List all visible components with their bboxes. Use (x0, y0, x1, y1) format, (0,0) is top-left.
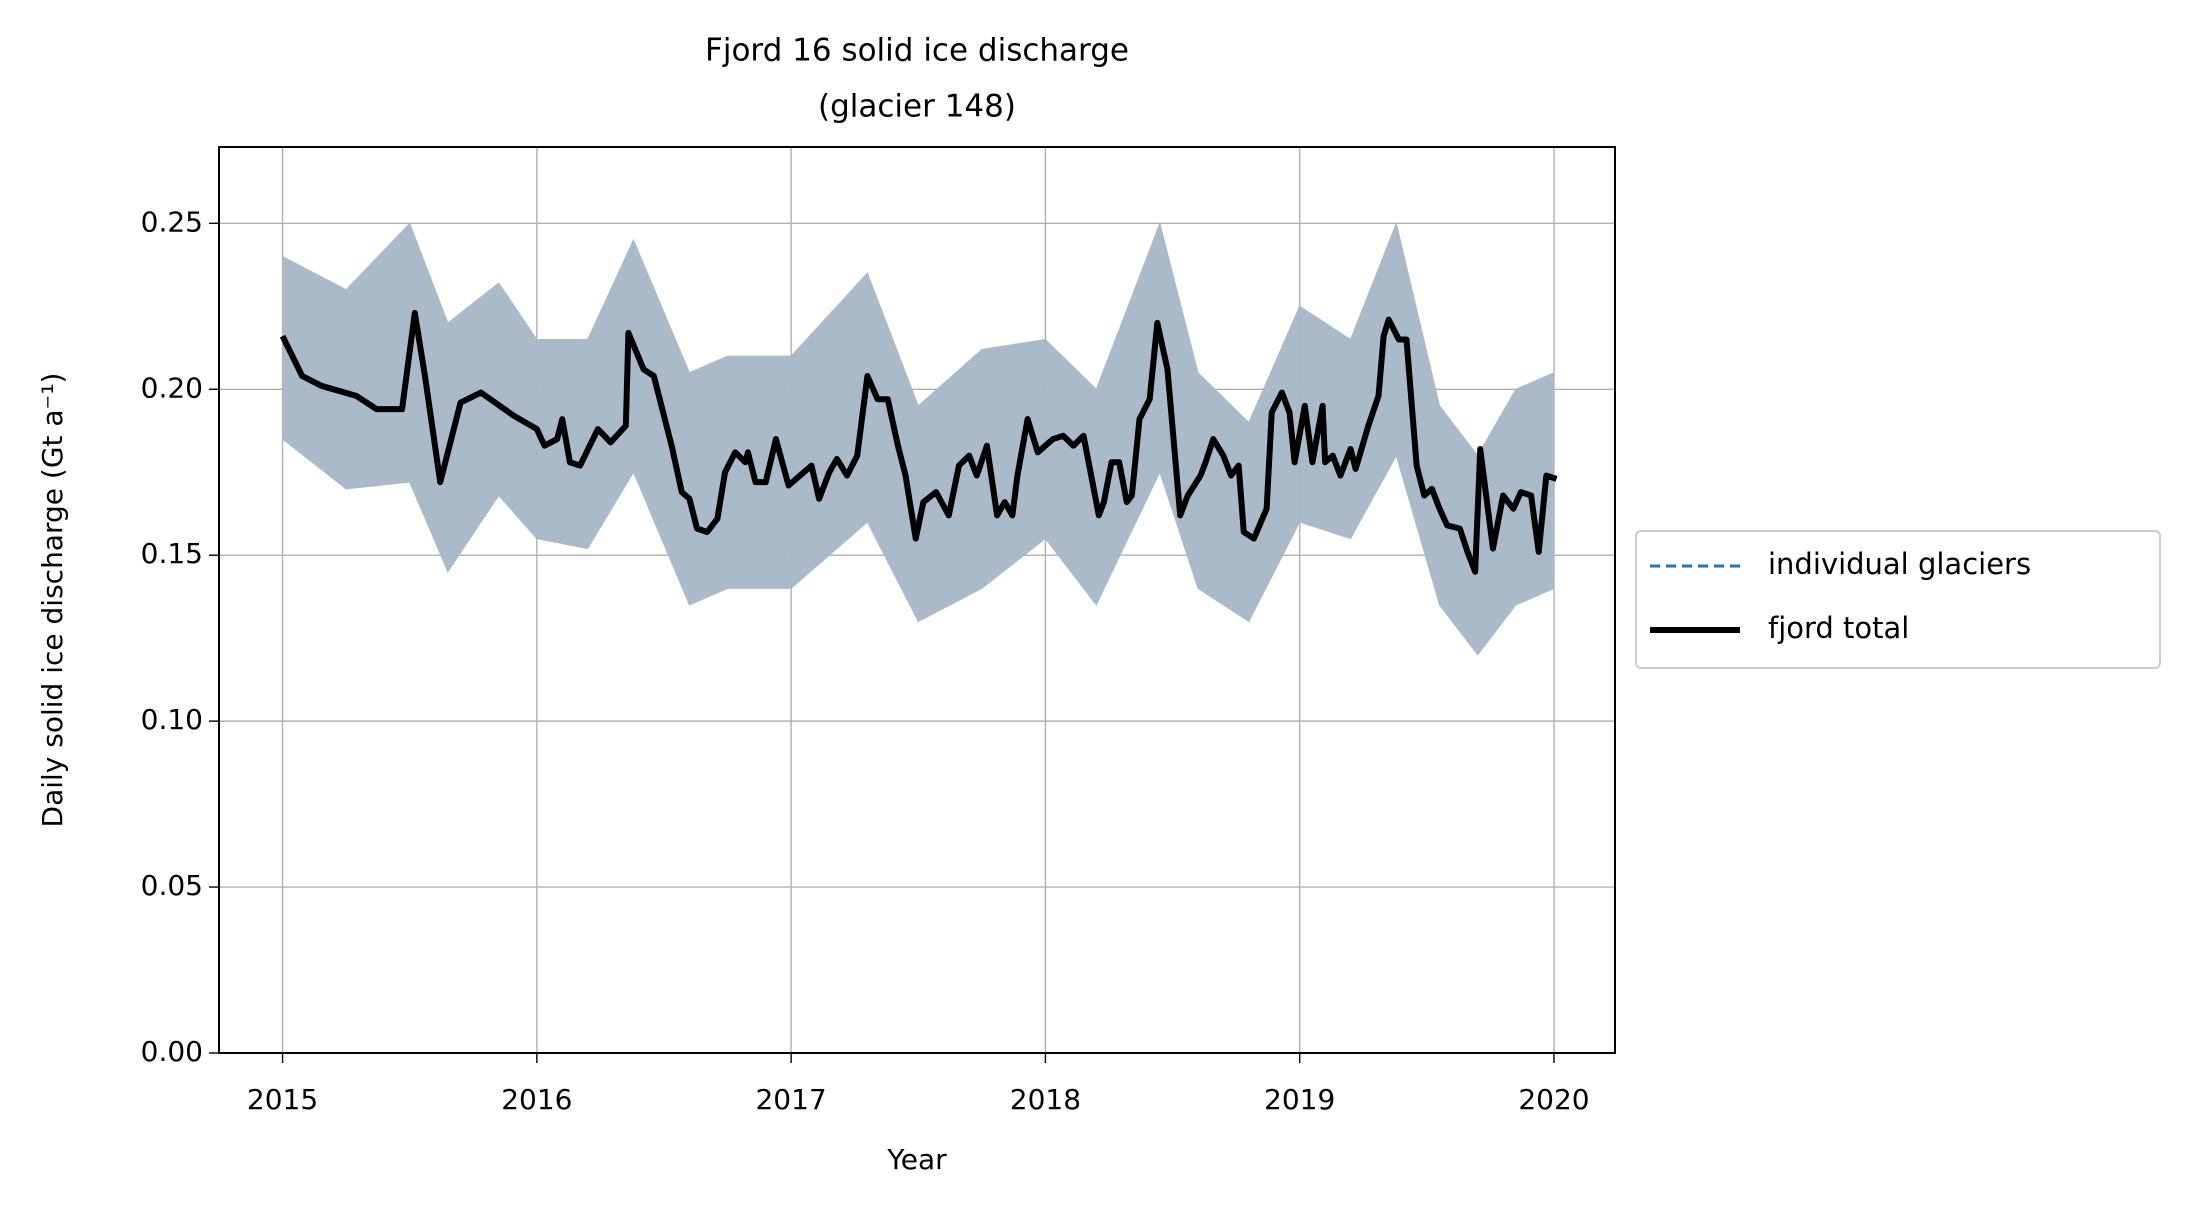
legend-label: fjord total (1768, 611, 1909, 645)
y-tick-label: 0.10 (141, 703, 203, 736)
legend-box (1635, 530, 2161, 669)
legend-label: individual glaciers (1768, 547, 2031, 581)
series-line (279, 309, 1558, 575)
plot-area: 2015 2016 2017 2018 2019 2020 0.00 0.05 0.10 0.15… (141, 146, 1616, 1116)
y-tick-label: 0.00 (141, 1035, 203, 1068)
x-tick-label: 2015 (247, 1083, 318, 1116)
chart-subtitle: (glacier 148) (818, 89, 1016, 125)
y-tick-label: 0.25 (141, 205, 203, 238)
uncertainty-band (282, 221, 1555, 656)
chart-title: Fjord 16 solid ice discharge (705, 33, 1129, 69)
y-tick-label: 0.20 (141, 371, 203, 404)
x-tick-label: 2016 (501, 1083, 572, 1116)
y-tick-label: 0.15 (141, 537, 203, 570)
axes-frame (218, 146, 1616, 1054)
x-tick-label: 2017 (755, 1083, 826, 1116)
x-tick-label: 2019 (1264, 1083, 1335, 1116)
y-axis-label: Daily solid ice discharge (Gt a⁻¹) (36, 373, 69, 828)
x-tick-label: 2020 (1518, 1083, 1589, 1116)
x-tick-label: 2018 (1010, 1083, 1081, 1116)
legend: individual glaciers fjord total (1635, 530, 2161, 669)
x-axis-label: Year (886, 1143, 947, 1176)
y-tick-label: 0.05 (141, 869, 203, 902)
